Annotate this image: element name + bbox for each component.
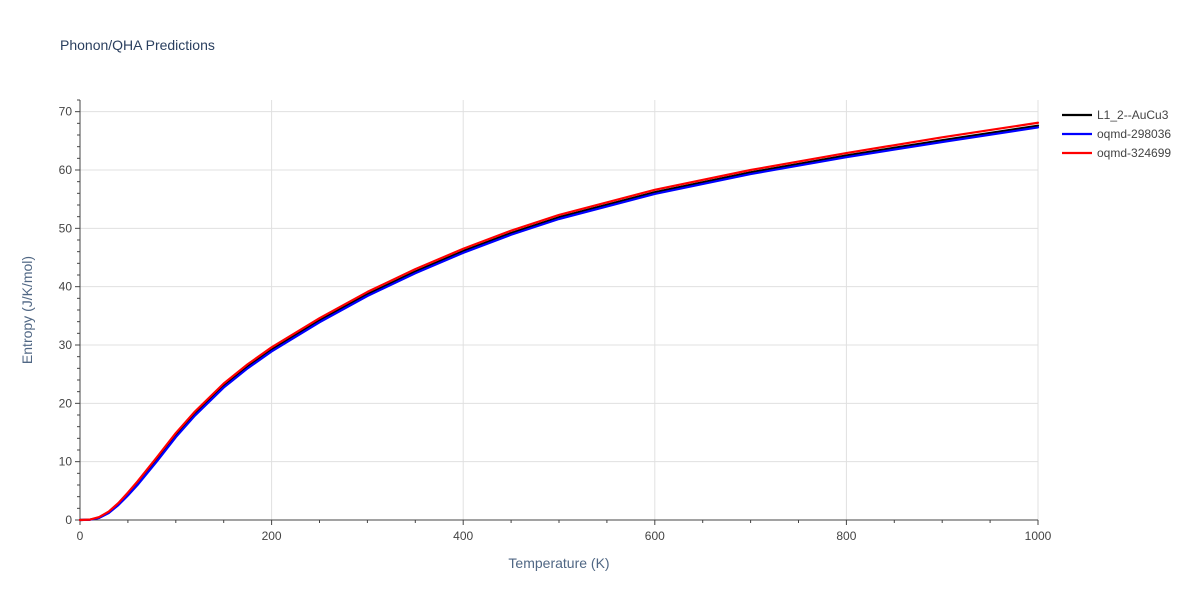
y-tick-label: 40 (59, 280, 73, 294)
legend-item-oqmd-324699[interactable]: oqmd-324699 (1062, 146, 1171, 160)
legend[interactable]: L1_2--AuCu3 oqmd-298036 oqmd-324699 (1062, 108, 1171, 160)
y-tick-label: 70 (59, 105, 73, 119)
y-tick-label: 50 (59, 221, 73, 235)
x-tick-label: 200 (262, 529, 282, 543)
legend-item-oqmd-298036[interactable]: oqmd-298036 (1062, 127, 1171, 141)
series-line-oqmd-324699[interactable] (78, 121, 1040, 522)
x-axis-title: Temperature (K) (508, 555, 609, 571)
legend-label: oqmd-324699 (1097, 146, 1171, 160)
chart-title: Phonon/QHA Predictions (60, 37, 215, 53)
y-tick-label: 60 (59, 163, 73, 177)
y-tick-label: 20 (59, 396, 73, 410)
axis-layer: 0 200 400 600 800 1000 0 10 20 30 40 50 60 70 (59, 99, 1052, 543)
grid-layer (80, 100, 1039, 520)
series-line-l1-2-aucu3[interactable] (78, 124, 1040, 522)
x-tick-label: 600 (645, 529, 665, 543)
y-axis-title: Entropy (J/K/mol) (19, 256, 35, 364)
series-line-oqmd-298036[interactable] (78, 126, 1040, 522)
x-tick-label: 0 (77, 529, 84, 543)
y-tick-label: 10 (59, 455, 73, 469)
x-tick-label: 1000 (1025, 529, 1052, 543)
y-tick-label: 30 (59, 338, 73, 352)
x-tick-label: 800 (836, 529, 856, 543)
legend-label: L1_2--AuCu3 (1097, 108, 1169, 122)
x-tick-label: 400 (453, 529, 473, 543)
series-layer (78, 121, 1040, 522)
y-tick-label: 0 (65, 513, 72, 527)
legend-item-l1-2-aucu3[interactable]: L1_2--AuCu3 (1062, 108, 1169, 122)
legend-label: oqmd-298036 (1097, 127, 1171, 141)
